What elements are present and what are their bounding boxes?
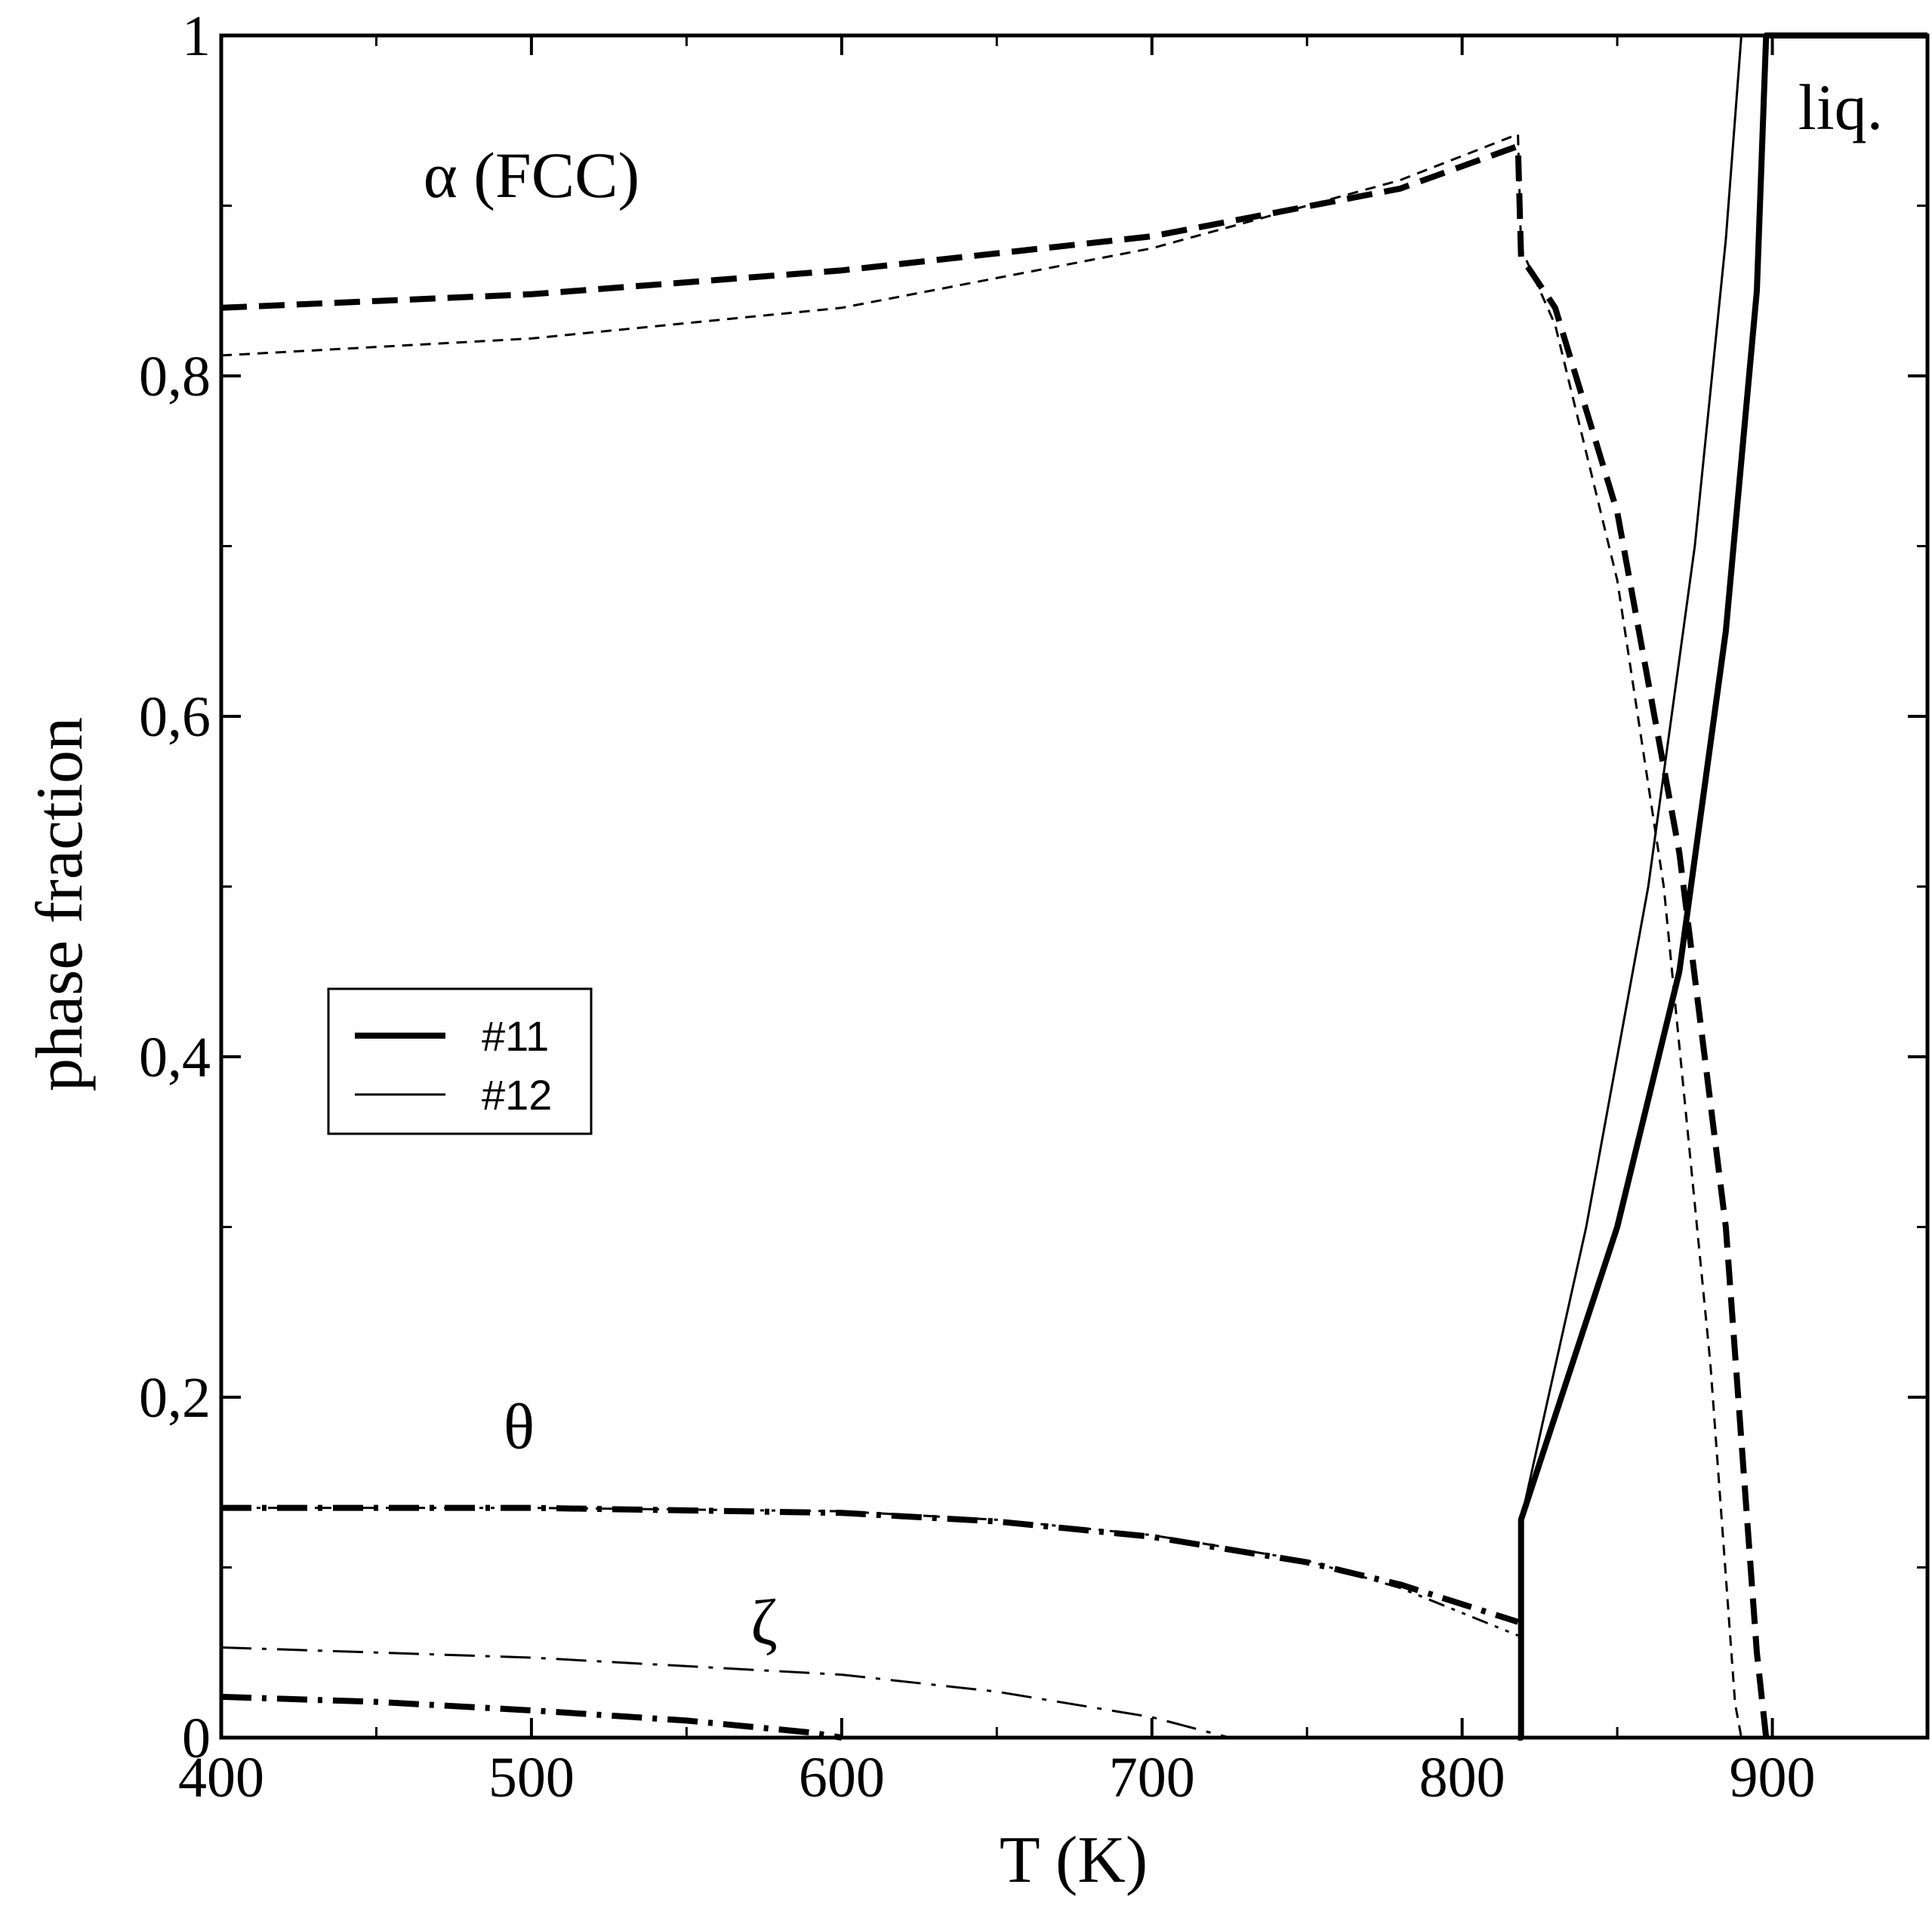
annotation-alpha-fcc: α (FCC)	[424, 139, 639, 211]
annotation-zeta: ζ	[750, 1586, 778, 1658]
y-axis-label: phase fraction	[23, 717, 97, 1091]
series-liquid-run-12	[1518, 35, 1742, 1739]
series-alpha-run-11	[220, 143, 1770, 1738]
x-axis-label: T (K)	[1000, 1824, 1148, 1897]
legend-box	[327, 987, 593, 1135]
y-tick-label: 0,4	[139, 1026, 211, 1089]
x-tick-label: 900	[1730, 1746, 1816, 1809]
annotation-liquid: liq.	[1798, 71, 1883, 143]
legend: #11 #12	[327, 987, 593, 1135]
y-tick-label: 0,6	[139, 685, 211, 749]
series-zeta-run-12	[220, 1646, 1230, 1739]
labels-layer: 400 500 600 700 800 900 0 0,2 0,4 0,6 0,8 1	[139, 5, 1816, 1809]
y-tick-label: 0	[182, 1707, 211, 1770]
y-tick-label: 1	[182, 5, 211, 68]
y-tick-label: 0,8	[139, 345, 211, 408]
y-tick-label: 0,2	[139, 1366, 211, 1430]
x-tick-label: 400	[178, 1746, 264, 1809]
x-tick-label: 600	[799, 1746, 885, 1809]
series-alpha-run-12	[220, 133, 1742, 1738]
annotation-theta: θ	[504, 1390, 535, 1463]
x-tick-label: 700	[1109, 1746, 1195, 1809]
series-theta-run-11	[221, 1504, 1519, 1625]
series-theta-run-12	[221, 1507, 1519, 1637]
legend-label-11: #11	[482, 1012, 549, 1060]
x-tick-label: 500	[488, 1746, 575, 1809]
series-zeta-run-11	[220, 1693, 843, 1741]
ticks-layer	[220, 34, 1927, 1739]
x-tick-label: 800	[1419, 1746, 1505, 1809]
legend-label-12: #12	[482, 1071, 552, 1119]
